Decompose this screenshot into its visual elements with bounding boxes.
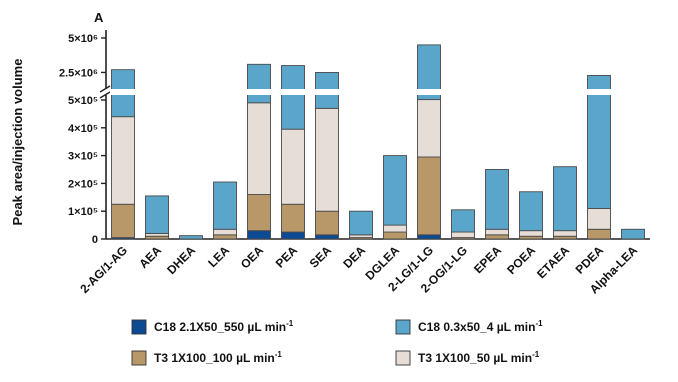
bar-segment xyxy=(145,195,169,234)
y-tick-label: 2×10⁵ xyxy=(68,178,98,190)
bar-segment xyxy=(587,207,611,230)
bar-segment xyxy=(485,169,509,230)
y-tick-label: 4×10⁵ xyxy=(68,123,98,135)
legend-label-sup: -1 xyxy=(286,319,294,328)
axis-break-mark xyxy=(99,91,111,99)
bar-segment xyxy=(281,203,305,233)
x-tick-label: AEA xyxy=(136,243,164,271)
x-tick-label: PEA xyxy=(273,243,301,271)
legend-swatch xyxy=(395,350,411,366)
axis-break-mark xyxy=(99,85,111,93)
bar-segment xyxy=(349,210,373,236)
bar-segment xyxy=(111,203,135,239)
bar-segment xyxy=(587,228,611,240)
axis-break-gap xyxy=(100,89,112,95)
legend-label: T3 1X100_100 µL min-1 xyxy=(154,350,282,365)
bar-segment xyxy=(315,210,339,236)
legend-item: C18 0.3x50_4 µL min-1 xyxy=(395,319,543,335)
x-tick-label: DHEA xyxy=(164,243,198,277)
legend-item: T3 1X100_100 µL min-1 xyxy=(131,350,282,366)
bars xyxy=(110,44,645,240)
bar-segment xyxy=(417,44,441,101)
bar-segment xyxy=(213,234,237,240)
bar-segment xyxy=(111,116,135,205)
bar-segment xyxy=(587,75,611,209)
legend: C18 2.1X50_550 µL min-1 C18 0.3x50_4 µL m… xyxy=(131,319,543,366)
bar-segment xyxy=(179,235,203,240)
bar-segment xyxy=(519,230,543,237)
y-tick-labels: 0 1×10⁵ 2×10⁵ 3×10⁵ 4×10⁵ 5×10⁵ 2.5×10⁶ 5×10⁶ xyxy=(59,33,106,246)
legend-label-sup: -1 xyxy=(535,319,543,328)
bar-segment xyxy=(213,228,237,236)
legend-label: T3 1X100_50 µL min-1 xyxy=(418,350,540,365)
legend-label-sup: -1 xyxy=(532,350,540,359)
bar-break-gap xyxy=(246,89,272,95)
panel-label: A xyxy=(94,10,104,25)
y-tick-label: 2.5×10⁶ xyxy=(59,67,98,79)
bar-segment xyxy=(621,228,645,240)
bar-segment xyxy=(417,156,441,236)
x-tick-label: SEA xyxy=(307,243,335,271)
legend-label: C18 2.1X50_550 µL min-1 xyxy=(154,319,294,334)
bar-segment xyxy=(213,181,237,230)
x-tick-label: LEA xyxy=(205,243,232,270)
x-tick-label: OEA xyxy=(238,243,267,272)
bar-segment xyxy=(315,234,339,240)
bar-segment xyxy=(247,230,271,240)
bar-segment xyxy=(451,231,475,239)
bar-break-gap xyxy=(314,89,340,95)
bar-segment xyxy=(383,231,407,240)
y-tick-label: 0 xyxy=(92,234,98,246)
bar-segment xyxy=(519,191,543,232)
x-tick-label: ETAEA xyxy=(534,243,572,281)
bar-break-gap xyxy=(586,89,612,95)
bar-segment xyxy=(485,228,509,236)
bar-segment xyxy=(553,166,577,232)
bar-segment xyxy=(315,107,339,212)
x-tick-label: EPEA xyxy=(471,243,504,276)
y-axis-label: Peak area/injection volume xyxy=(10,59,25,226)
bar-break-gap xyxy=(416,89,442,95)
bar-segment xyxy=(383,155,407,226)
bar-segment xyxy=(281,231,305,240)
bar-segment xyxy=(485,234,509,240)
bar-segment xyxy=(417,99,441,158)
legend-label: C18 0.3x50_4 µL min-1 xyxy=(418,319,543,334)
x-tick-label: POEA xyxy=(504,243,538,277)
bar-break-gap xyxy=(110,89,136,95)
x-tick-label: DEA xyxy=(340,243,368,271)
bar-segment xyxy=(417,234,441,240)
bar-break-gap xyxy=(280,89,306,95)
bar-segment xyxy=(451,209,475,233)
bar-segment xyxy=(247,63,271,104)
legend-item: T3 1X100_50 µL min-1 xyxy=(395,350,540,366)
y-tick-label: 5×10⁶ xyxy=(68,33,98,45)
legend-swatch xyxy=(131,350,147,366)
bar-segment xyxy=(281,128,305,205)
x-tick-labels: 2-AG/1-AG AEA DHEA LEA OEA PEA SEA DEADGLEA2-LG… xyxy=(77,243,640,297)
legend-item: C18 2.1X50_550 µL min-1 xyxy=(131,319,294,335)
y-tick-label: 3×10⁵ xyxy=(68,151,98,163)
y-tick-label: 5×10⁵ xyxy=(68,95,98,107)
y-tick-label: 1×10⁵ xyxy=(68,206,98,218)
legend-label-sup: -1 xyxy=(275,350,283,359)
bar-segment xyxy=(281,65,305,130)
bar-segment xyxy=(383,224,407,233)
x-tick-label: 2-AG/1-AG xyxy=(77,243,130,296)
bar-segment xyxy=(247,102,271,195)
legend-swatch xyxy=(131,319,147,335)
bar-segment xyxy=(247,194,271,232)
bar-segment xyxy=(553,230,577,237)
legend-swatch xyxy=(395,319,411,335)
